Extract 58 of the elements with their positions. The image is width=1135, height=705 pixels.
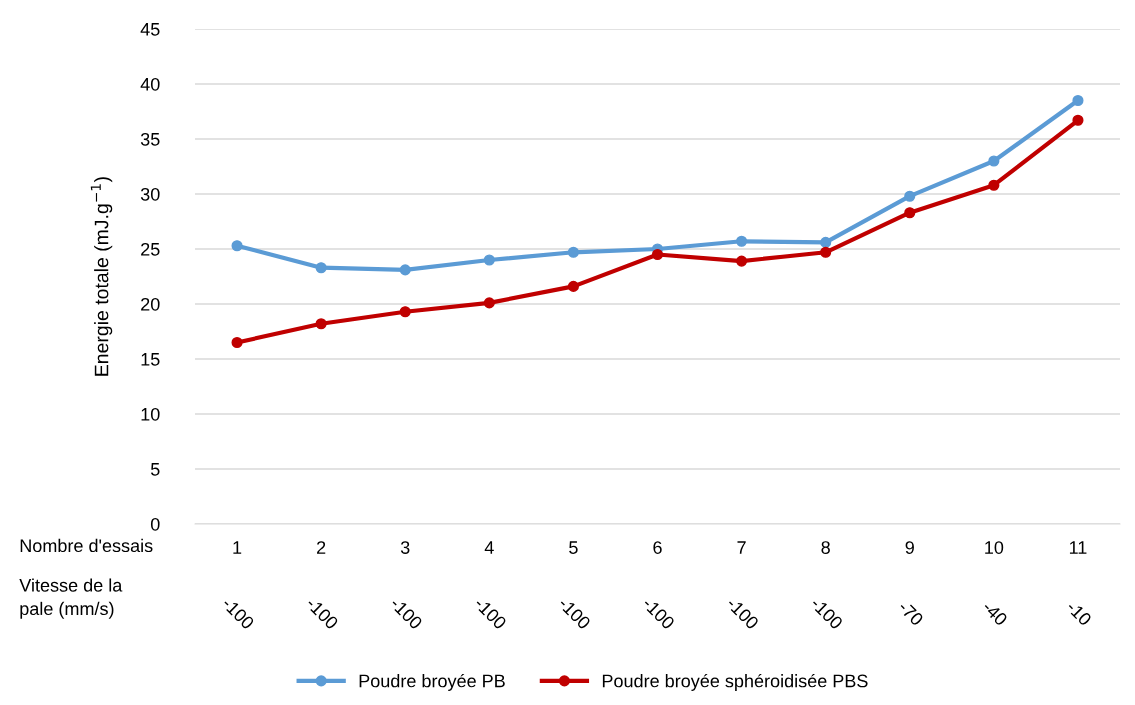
point <box>736 235 748 247</box>
y-tick-label: 20 <box>141 297 160 311</box>
legend-label: Poudre broyée PB <box>359 673 505 691</box>
x-tick-label: 3 <box>400 541 410 554</box>
text: -100 <box>305 596 340 630</box>
point <box>820 246 832 258</box>
y-tick-label: 30 <box>140 187 160 201</box>
text: Vitesse de la pale (mm/s) <box>19 578 123 619</box>
x-tick-label: 9 <box>905 541 914 554</box>
point <box>820 236 832 248</box>
point <box>231 240 243 252</box>
point <box>1072 114 1084 126</box>
text: -70 <box>897 600 925 627</box>
point <box>483 297 495 309</box>
point <box>1072 94 1084 107</box>
x-tick-label: 7 <box>737 541 746 554</box>
text: -100 <box>641 596 676 630</box>
y-tick-label: 40 <box>140 77 160 91</box>
point <box>904 207 916 219</box>
point <box>988 179 1000 191</box>
point <box>567 246 579 258</box>
point <box>399 264 411 276</box>
x-tick-label: 11 <box>1069 541 1087 554</box>
y-tick-label: 5 <box>150 463 160 476</box>
point <box>315 318 327 330</box>
point <box>988 155 1000 167</box>
point <box>651 248 664 261</box>
text: -100 <box>221 596 255 630</box>
text: -100 <box>473 596 508 630</box>
point <box>231 336 243 349</box>
point <box>483 254 495 266</box>
text: -10 <box>1065 600 1093 627</box>
point <box>399 306 411 318</box>
point <box>736 255 748 267</box>
text: -100 <box>557 596 592 630</box>
y-tick-label: 0 <box>150 517 160 531</box>
point <box>904 190 916 202</box>
text: -100 <box>725 596 760 630</box>
y-tick-label: 15 <box>141 353 160 366</box>
x-tick-label: 2 <box>317 541 326 554</box>
text: -100 <box>389 596 424 630</box>
y-tick-label: 45 <box>140 23 160 36</box>
y-tick-label: 25 <box>141 242 160 256</box>
x-tick-label: 6 <box>653 541 662 554</box>
y-tick-label: 35 <box>140 132 160 146</box>
x-tick-label: 1 <box>233 541 242 554</box>
y-axis-title: Energie totale (mJ.g$^{−1}$) <box>90 177 113 376</box>
legend-label: Poudre broyée sphéroidisée PBS <box>602 673 868 691</box>
x-tick-label: 10 <box>985 541 1004 554</box>
text: -100 <box>810 596 844 630</box>
x-tick-label: 5 <box>569 541 578 554</box>
x-tick-label: 4 <box>484 541 494 554</box>
point <box>315 262 327 274</box>
y-tick-label: 10 <box>141 407 160 421</box>
text: Nombre d'essais <box>20 538 153 553</box>
x-tick-label: 8 <box>821 541 830 554</box>
point <box>567 280 579 292</box>
text: -40 <box>981 600 1009 627</box>
